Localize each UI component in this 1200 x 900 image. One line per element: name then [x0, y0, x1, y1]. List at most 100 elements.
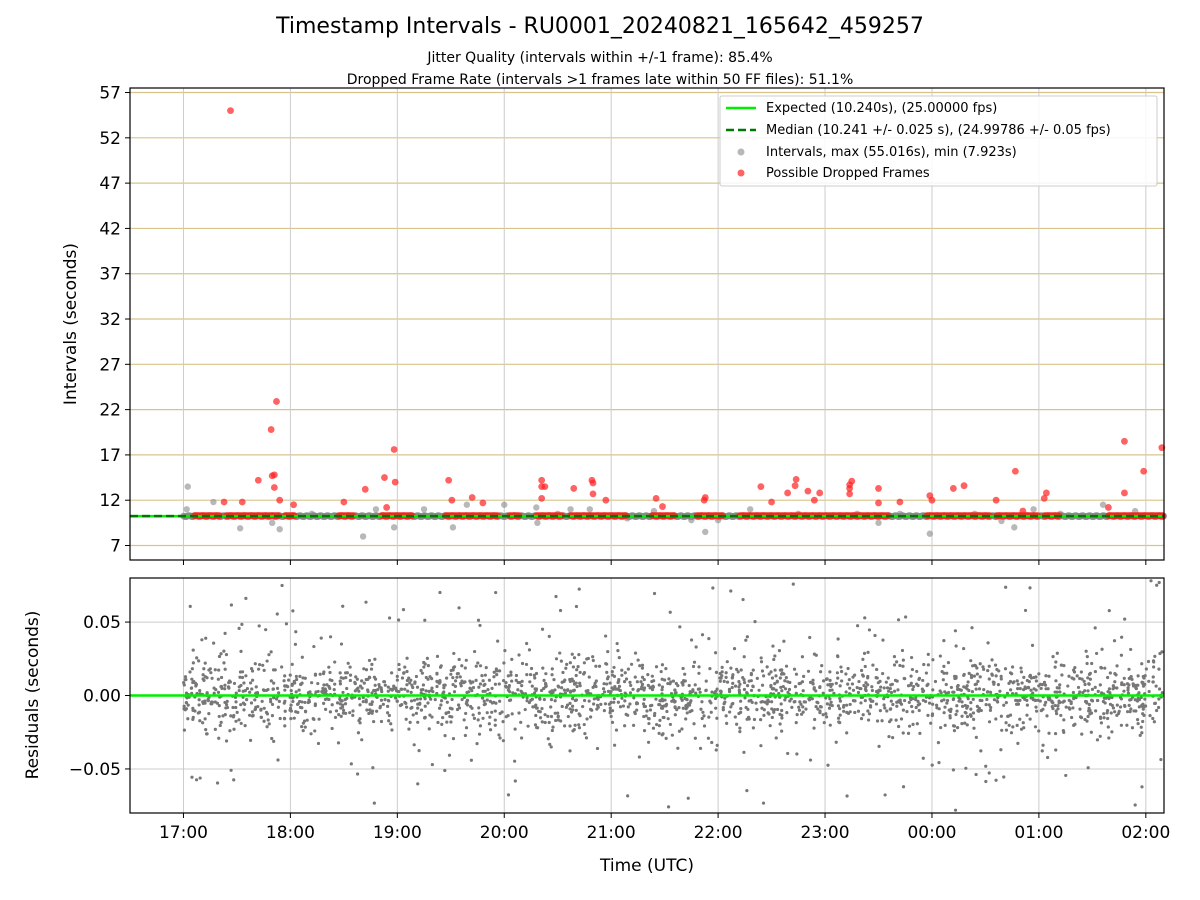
residual-point: [875, 719, 880, 723]
residual-point: [568, 661, 572, 665]
residual-point: [262, 719, 266, 723]
residual-point: [1029, 676, 1034, 680]
residual-point: [213, 668, 217, 672]
residual-point: [450, 697, 454, 702]
residual-point: [490, 686, 494, 690]
residual-point: [709, 710, 713, 714]
dropped-frame-point: [273, 398, 280, 405]
residual-point: [712, 691, 717, 695]
residual-point: [468, 686, 472, 690]
residual-point: [830, 682, 834, 686]
residual-point: [657, 724, 661, 728]
residual-point: [729, 705, 733, 709]
residual-point: [965, 714, 970, 719]
residual-point: [591, 658, 595, 663]
top-y-tick-label: 32: [99, 310, 121, 330]
residual-point: [887, 734, 891, 739]
residual-point: [284, 622, 289, 626]
residual-point: [484, 666, 488, 670]
residual-point: [354, 675, 358, 679]
residual-point: [322, 701, 326, 705]
residual-point: [217, 736, 221, 740]
dropped-frame-point: [875, 485, 882, 492]
residual-point: [952, 724, 957, 728]
residual-point: [184, 677, 188, 682]
residual-point: [769, 683, 773, 688]
residual-point: [680, 727, 684, 731]
residual-point: [806, 669, 811, 673]
residual-point: [602, 708, 606, 713]
residual-point: [478, 664, 483, 668]
residual-point: [969, 659, 973, 663]
residual-point: [834, 681, 838, 685]
residual-point: [404, 701, 408, 705]
residual-point: [525, 673, 529, 677]
residual-point: [938, 654, 942, 658]
residual-point: [1015, 679, 1019, 683]
dropped-frame-point: [340, 498, 348, 506]
residual-point: [866, 650, 870, 654]
residual-point: [735, 722, 739, 726]
dropped-frame-point: [1011, 467, 1019, 475]
residual-point: [472, 649, 477, 654]
residual-point: [1141, 707, 1145, 711]
residual-point: [826, 683, 830, 687]
residual-point: [488, 699, 492, 703]
residual-point: [1155, 708, 1159, 713]
residual-point: [725, 680, 730, 684]
residual-point: [761, 801, 766, 805]
residual-point: [634, 702, 639, 706]
residual-point: [419, 708, 424, 712]
residual-point: [960, 721, 964, 726]
residual-point: [582, 698, 587, 703]
residual-point: [289, 688, 293, 693]
residual-point: [464, 726, 469, 730]
residual-point: [240, 622, 244, 626]
residual-point: [999, 748, 1003, 752]
residual-point: [877, 688, 881, 692]
residual-point: [825, 677, 829, 681]
residual-point: [1055, 686, 1059, 690]
residual-point: [1002, 703, 1006, 707]
residual-point: [426, 664, 430, 668]
top-y-tick-label: 22: [99, 401, 121, 421]
residual-point: [1034, 688, 1038, 692]
residual-point: [863, 664, 867, 669]
residual-point: [909, 681, 913, 685]
residual-point: [870, 688, 874, 693]
residual-point: [722, 702, 726, 706]
residual-point: [592, 697, 596, 701]
legend-expected-label: Expected (10.240s), (25.00000 fps): [766, 101, 997, 116]
residual-point: [405, 678, 409, 683]
residual-point: [244, 596, 248, 600]
residual-point: [898, 663, 902, 668]
residual-point: [328, 635, 333, 639]
residual-point: [628, 702, 632, 706]
residual-point: [182, 728, 187, 732]
residual-point: [237, 685, 241, 689]
residual-point: [487, 678, 492, 682]
residual-point: [743, 696, 747, 700]
residual-point: [234, 700, 238, 704]
residual-point: [853, 710, 857, 715]
residual-point: [251, 713, 255, 718]
residual-point: [573, 698, 577, 703]
dropped-frame-point: [791, 482, 799, 490]
residual-point: [538, 716, 543, 720]
residual-point: [534, 671, 539, 676]
residual-point: [1125, 710, 1130, 714]
residual-point: [253, 662, 257, 666]
residual-point: [626, 794, 630, 798]
residual-point: [415, 697, 419, 701]
residual-point: [540, 627, 545, 631]
residual-point: [994, 674, 998, 678]
residual-point: [387, 719, 391, 723]
residual-point: [1086, 689, 1090, 693]
residual-point: [1140, 785, 1144, 789]
residual-point: [251, 678, 255, 682]
residual-point: [1080, 677, 1084, 681]
residual-point: [237, 718, 241, 722]
residual-point: [933, 679, 938, 684]
residual-point: [945, 698, 950, 703]
residual-point: [1142, 713, 1146, 717]
